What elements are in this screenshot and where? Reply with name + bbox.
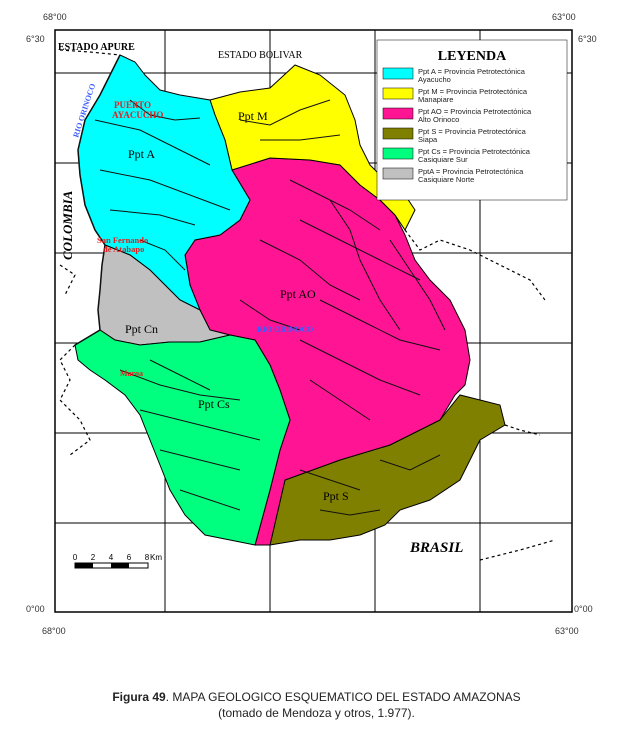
legend-item-sublabel: Ayacucho: [418, 75, 451, 84]
figure-title: . MAPA GEOLOGICO ESQUEMATICO DEL ESTADO …: [165, 690, 521, 704]
label-maroa: Maroa: [120, 369, 143, 378]
coord-right-bottom-lat: 0°00: [574, 604, 593, 614]
scale-tick-label: 6: [127, 553, 132, 562]
coord-right-top-lat: 6°30: [578, 34, 597, 44]
coord-top-left-lon: 68°00: [43, 12, 67, 22]
label-estado-apure: ESTADO APURE: [58, 42, 135, 53]
legend-item-label: Ppt S = Provincia Petrotectónica: [418, 127, 527, 136]
figure-label: Figura 49: [112, 690, 166, 704]
label-san-fernando-line1: San Fernando: [97, 235, 148, 245]
legend-swatch: [382, 67, 414, 80]
label-colombia: COLOMBIA: [60, 190, 75, 260]
scale-tick-label: 0: [73, 553, 78, 562]
scale-tick-label: 8: [145, 553, 150, 562]
coord-left-bottom-lat: 0°00: [26, 604, 45, 614]
label-ppt-a: Ppt A: [128, 147, 155, 161]
scale-tick-label: 4: [109, 553, 114, 562]
legend-swatch: [382, 107, 414, 120]
label-ppt-ao: Ppt AO: [280, 287, 316, 301]
scale-unit: Km: [150, 553, 162, 562]
legend-title: LEYENDA: [438, 49, 507, 64]
legend-item-sublabel: Siapa: [418, 135, 438, 144]
figure-caption: Figura 49. MAPA GEOLOGICO ESQUEMATICO DE…: [0, 690, 633, 704]
legend-swatch: [382, 147, 414, 160]
coord-bottom-left-lon: 68°00: [42, 626, 66, 636]
label-rio-orinoco-center: RIO ORINOCO: [257, 325, 313, 334]
legend-item-sublabel: Alto Orinoco: [418, 115, 459, 124]
drainage-network: [94, 99, 446, 516]
province-ppt-m: [209, 64, 416, 231]
label-brasil: BRASIL: [409, 540, 463, 556]
legend-item-sublabel: Casiquiare Sur: [418, 155, 468, 164]
legend-item-sublabel: Manapiare: [418, 95, 453, 104]
legend-item-sublabel: Casiquiare Norte: [418, 175, 474, 184]
legend-swatch: [382, 127, 414, 140]
label-san-fernando-line2: de Atabapo: [103, 244, 144, 254]
scale-bar: 0 2 4 6 8 Km: [73, 553, 162, 569]
legend-swatch: [382, 87, 414, 100]
scale-tick-label: 2: [91, 553, 96, 562]
province-ppt-cs: [74, 329, 291, 546]
figure-source: (tomado de Mendoza y otros, 1.977).: [218, 706, 415, 720]
label-estado-bolivar: ESTADO BOLIVAR: [218, 50, 303, 61]
label-ppt-s: Ppt S: [323, 489, 349, 503]
label-puerto-ayacucho-line1: PUERTO: [114, 100, 151, 110]
label-puerto-ayacucho-line2: AYACUCHO: [112, 110, 163, 120]
coord-bottom-right-lon: 63°00: [555, 626, 579, 636]
legend-item-label: PptA = Provincia Petrotectónica: [418, 167, 524, 176]
label-ppt-cn: Ppt Cn: [125, 322, 158, 336]
coord-top-right-lon: 63°00: [552, 12, 576, 22]
orinoco-river: [74, 54, 121, 346]
legend-item-label: Ppt AO = Provincia Petrotectónica: [418, 107, 532, 116]
legend-item-label: Ppt Cs = Provincia Petrotectónica: [418, 147, 531, 156]
coord-left-top-lat: 6°30: [26, 34, 45, 44]
legend: LEYENDA Ppt A = Provincia Petrotectónica…: [376, 39, 568, 201]
legend-item-label: Ppt A = Provincia Petrotectónica: [418, 67, 526, 76]
legend-swatch: [382, 167, 414, 180]
border-lines: [59, 49, 556, 561]
label-ppt-cs: Ppt Cs: [198, 397, 230, 411]
label-ppt-m: Ppt M: [238, 109, 268, 123]
legend-item-label: Ppt M = Provincia Petrotectónica: [418, 87, 528, 96]
